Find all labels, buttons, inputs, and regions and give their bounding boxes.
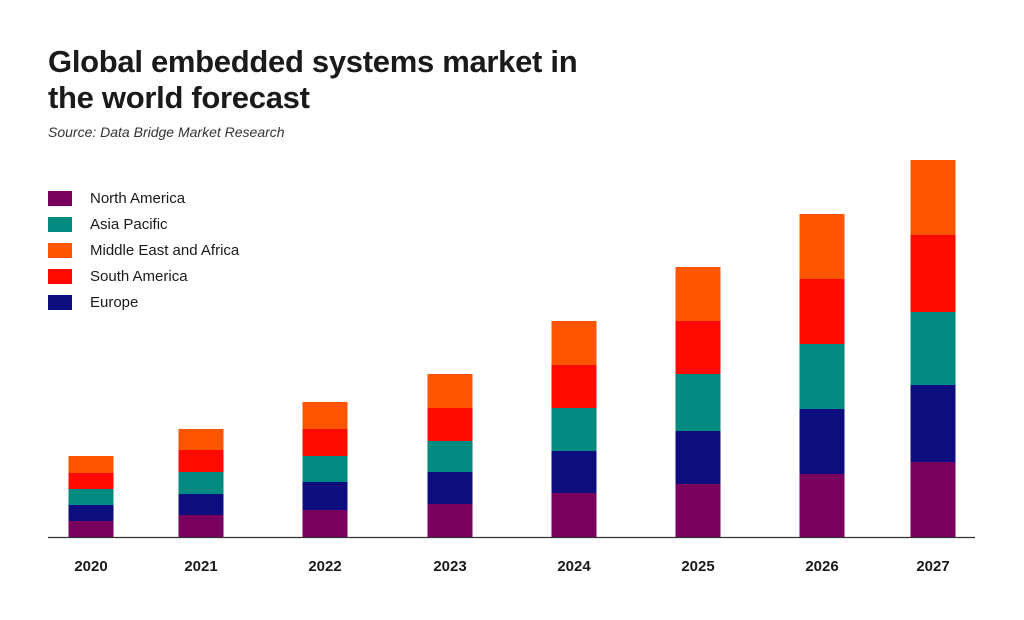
bar-2027-south-america — [910, 235, 956, 312]
legend-item-middle-east-africa: Middle East and Africa — [48, 237, 239, 263]
legend-label-europe: Europe — [90, 293, 139, 311]
bar-2027-middle-east-and-africa — [910, 160, 956, 235]
legend-label-asia-pacific: Asia Pacific — [90, 215, 168, 233]
x-tick-label-2020: 2020 — [74, 558, 107, 575]
bar-2025-south-america — [675, 321, 721, 374]
bar-2024-asia-pacific — [551, 408, 597, 451]
bar-2025-middle-east-and-africa — [675, 267, 721, 321]
x-tick-labels: 2020 2021 2022 2023 2024 2025 2026 2027 — [74, 558, 949, 575]
bar-2021-middle-east-and-africa — [178, 429, 224, 450]
bar-2024-europe — [551, 451, 597, 493]
legend: North America Asia Pacific Middle East a… — [48, 185, 239, 315]
bar-2023-asia-pacific — [427, 441, 473, 472]
legend-swatch-north-america — [48, 190, 72, 206]
legend-label-middle-east-africa: Middle East and Africa — [90, 241, 240, 259]
bar-2020-europe — [68, 505, 114, 521]
legend-item-north-america: North America — [48, 185, 239, 211]
x-tick-label-2021: 2021 — [184, 558, 217, 575]
bar-2021-north-america — [178, 515, 224, 537]
bar-2021-europe — [178, 494, 224, 515]
bar-2024-middle-east-and-africa — [551, 321, 597, 365]
bar-2025-europe — [675, 431, 721, 484]
legend-label-south-america: South America — [90, 267, 188, 285]
bar-2026-south-america — [799, 279, 845, 344]
legend-item-asia-pacific: Asia Pacific — [48, 211, 239, 237]
bar-2026-asia-pacific — [799, 344, 845, 409]
bar-2023-north-america — [427, 504, 473, 537]
bar-2022-europe — [302, 482, 348, 510]
bar-2022-north-america — [302, 510, 348, 537]
bar-2020-middle-east-and-africa — [68, 456, 114, 473]
legend-item-south-america: South America — [48, 263, 239, 289]
x-tick-label-2026: 2026 — [805, 558, 838, 575]
bar-2022-middle-east-and-africa — [302, 402, 348, 429]
bar-2023-middle-east-and-africa — [427, 374, 473, 408]
x-tick-label-2027: 2027 — [916, 558, 949, 575]
bar-2026-north-america — [799, 474, 845, 537]
chart-subtitle: Source: Data Bridge Market Research — [48, 124, 285, 140]
bar-2023-europe — [427, 472, 473, 504]
bar-2026-middle-east-and-africa — [799, 214, 845, 279]
bar-2027-asia-pacific — [910, 312, 956, 385]
bar-2027-north-america — [910, 462, 956, 537]
bar-2021-south-america — [178, 450, 224, 472]
bar-2020-north-america — [68, 521, 114, 537]
bar-2020-asia-pacific — [68, 489, 114, 505]
x-tick-label-2024: 2024 — [557, 558, 591, 575]
bars-group — [68, 160, 956, 537]
bar-2021-asia-pacific — [178, 472, 224, 494]
bar-2022-asia-pacific — [302, 456, 348, 482]
x-tick-label-2025: 2025 — [681, 558, 714, 575]
bar-2023-south-america — [427, 408, 473, 441]
legend-swatch-europe — [48, 294, 72, 310]
legend-label-north-america: North America — [90, 189, 186, 207]
legend-item-europe: Europe — [48, 289, 239, 315]
bar-2022-south-america — [302, 429, 348, 456]
bar-2020-south-america — [68, 473, 114, 489]
bar-2025-asia-pacific — [675, 374, 721, 431]
bar-2024-north-america — [551, 493, 597, 537]
legend-swatch-middle-east-africa — [48, 242, 72, 258]
x-tick-label-2022: 2022 — [308, 558, 341, 575]
legend-swatch-south-america — [48, 268, 72, 284]
chart-title: Global embedded systems market in the wo… — [48, 44, 578, 115]
bar-2024-south-america — [551, 365, 597, 408]
legend-swatch-asia-pacific — [48, 216, 72, 232]
x-tick-label-2023: 2023 — [433, 558, 466, 575]
bar-2027-europe — [910, 385, 956, 462]
bar-2025-north-america — [675, 484, 721, 537]
bar-2026-europe — [799, 409, 845, 474]
